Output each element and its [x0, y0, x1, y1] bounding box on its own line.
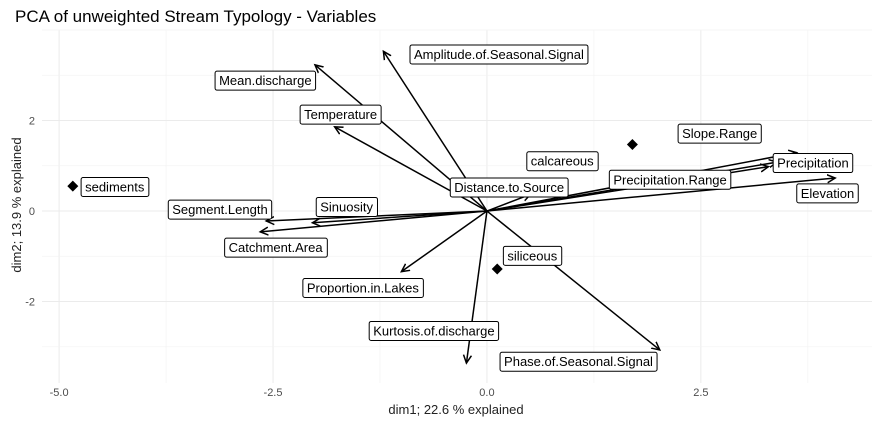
label: Distance.to.Source	[449, 177, 569, 198]
label-box	[772, 153, 854, 174]
y-tick-label: 2	[29, 116, 35, 128]
label-box	[502, 245, 563, 266]
label-box	[608, 169, 732, 190]
label-text: Mean.discharge	[219, 73, 312, 88]
label-box	[80, 177, 150, 198]
label-box	[499, 351, 658, 372]
label-text: Slope.Range	[682, 126, 757, 141]
label: Catchment.Area	[224, 237, 328, 258]
x-tick-label: 0.0	[479, 387, 494, 399]
label: Precipitation	[772, 153, 854, 174]
label-box	[526, 151, 599, 172]
label: Amplitude.of.Seasonal.Signal	[409, 44, 589, 65]
label-box	[409, 44, 589, 65]
label-box	[299, 104, 382, 125]
supplementary-point	[491, 263, 503, 275]
variable-arrow	[486, 178, 835, 212]
y-axis-title: dim2; 13.9 % explained	[9, 137, 24, 272]
x-tick-label: -2.5	[264, 387, 283, 399]
label-box	[677, 123, 762, 144]
chart-title: PCA of unweighted Stream Typology - Vari…	[15, 7, 376, 26]
label-text: Amplitude.of.Seasonal.Signal	[414, 47, 584, 62]
label-text: Elevation	[801, 186, 854, 201]
supplementary-points	[67, 138, 638, 275]
label: Kurtosis.of.discharge	[368, 320, 500, 341]
label-text: Sinuosity	[320, 199, 373, 214]
label-text: siliceous	[507, 248, 557, 263]
label-box	[302, 277, 424, 298]
label-text: Precipitation.Range	[613, 172, 726, 187]
label-text: Distance.to.Source	[454, 180, 564, 195]
y-tick-label: 0	[29, 206, 35, 218]
label-box	[796, 183, 859, 204]
label-text: calcareous	[531, 154, 594, 169]
label-box	[368, 320, 500, 341]
label-text: Kurtosis.of.discharge	[373, 323, 494, 338]
label: siliceous	[502, 245, 563, 266]
label: calcareous	[526, 151, 599, 172]
label-text: Proportion.in.Lakes	[307, 280, 420, 295]
label-box	[224, 237, 328, 258]
variable-arrow	[260, 210, 488, 232]
label-text: Precipitation	[777, 156, 849, 171]
y-tick-label: -2	[25, 297, 35, 309]
label: Phase.of.Seasonal.Signal	[499, 351, 658, 372]
x-tick-label: -5.0	[50, 387, 69, 399]
label-text: Segment.Length	[172, 202, 267, 217]
label: Precipitation.Range	[608, 169, 732, 190]
label-box	[167, 199, 273, 220]
variable-arrow	[401, 210, 488, 272]
variable-arrow	[486, 210, 660, 350]
label-text: Phase.of.Seasonal.Signal	[504, 354, 653, 369]
label-box	[214, 70, 317, 91]
label-text: Catchment.Area	[229, 240, 324, 255]
label-box	[315, 196, 378, 217]
label: Sinuosity	[315, 196, 378, 217]
label: Mean.discharge	[214, 70, 317, 91]
label: sediments	[80, 177, 150, 198]
label: Slope.Range	[677, 123, 762, 144]
tick-labels: -5.0 -2.5 0.0 2.5 -2 0 2	[25, 116, 708, 399]
label-text: Temperature	[304, 107, 377, 122]
supplementary-point	[626, 138, 638, 150]
label: Temperature	[299, 104, 382, 125]
labels: Amplitude.of.Seasonal.Signal Mean.dischar…	[80, 44, 859, 372]
label-text: sediments	[85, 180, 145, 195]
label: Elevation	[796, 183, 859, 204]
label: Segment.Length	[167, 199, 273, 220]
x-axis-title: dim1; 22.6 % explained	[388, 402, 523, 417]
label-box	[449, 177, 569, 198]
label: Proportion.in.Lakes	[302, 277, 424, 298]
x-tick-label: 2.5	[693, 387, 708, 399]
supplementary-point	[67, 180, 79, 192]
